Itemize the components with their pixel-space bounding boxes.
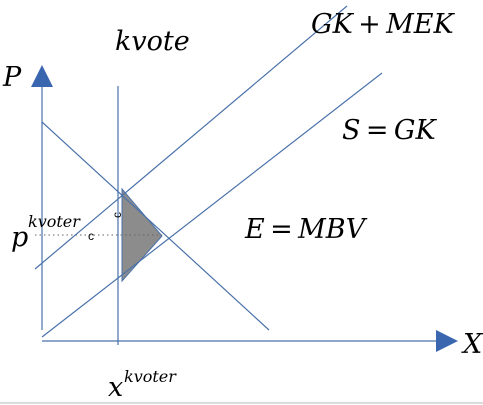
c-label-vertical: c — [110, 212, 124, 218]
quantity-label-superscript: kvoter — [124, 367, 177, 386]
price-label-superscript: kvoter — [28, 212, 81, 231]
c-label-horizontal: c — [88, 229, 94, 243]
y-axis-label: P — [2, 62, 22, 93]
deadweight-loss-triangle — [121, 187, 163, 283]
quantity-label: x — [108, 372, 123, 403]
gk-mek-curve — [34, 5, 348, 270]
diagram-title: kvote — [115, 26, 190, 57]
supply-curve — [41, 72, 383, 338]
x-axis-arrow-icon — [436, 330, 458, 352]
x-axis-label: X — [461, 329, 483, 360]
gk-mek-label: GK + MEK — [311, 9, 456, 40]
price-label: p — [11, 222, 28, 253]
s-gk-label: S = GK — [342, 115, 437, 146]
y-axis-arrow-icon — [31, 65, 53, 87]
e-mbv-label: E = MBV — [244, 214, 368, 245]
demand-curve — [41, 121, 270, 331]
